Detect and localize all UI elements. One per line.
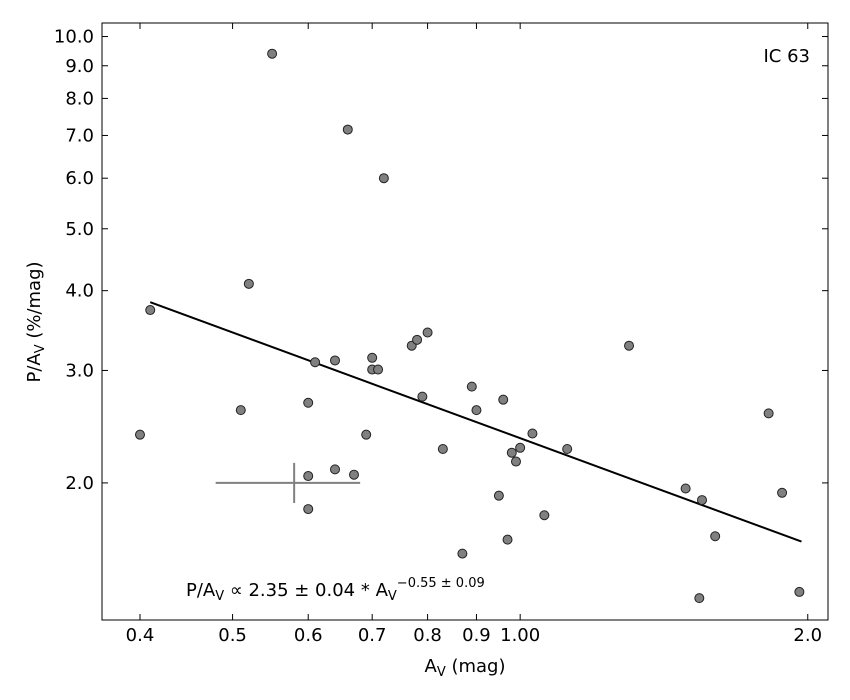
data-point [710, 531, 721, 542]
tick-marks [102, 23, 828, 620]
data-point [412, 334, 423, 345]
data-point [373, 364, 384, 375]
y-tick-label: 3.0 [65, 360, 94, 381]
x-tick-label: 0.7 [358, 625, 387, 646]
plot-frame [101, 22, 829, 621]
fit-line [149, 301, 802, 543]
data-point [510, 456, 521, 467]
fit-line-group [149, 301, 802, 543]
data-point [527, 428, 538, 439]
data-point [134, 429, 145, 440]
data-point [145, 305, 156, 316]
data-point [498, 394, 509, 405]
x-tick-label: 0.5 [218, 625, 247, 646]
data-point [794, 586, 805, 597]
y-tick-label: 6.0 [65, 168, 94, 189]
data-point [471, 405, 482, 416]
data-point [539, 510, 550, 521]
x-tick-label: 0.9 [462, 625, 491, 646]
data-point [417, 391, 428, 402]
y-axis-label: P/AV (%/mag) [24, 261, 48, 382]
data-point [303, 471, 314, 482]
data-point [367, 352, 378, 363]
data-point [777, 487, 788, 498]
data-point [243, 278, 254, 289]
fit-equation-label: P/AV ∝ 2.35 ± 0.04 * AV−0.55 ± 0.09 [186, 576, 485, 604]
data-point [329, 355, 340, 366]
data-point [506, 447, 517, 458]
data-point [235, 405, 246, 416]
data-point [422, 327, 433, 338]
x-tick-label: 2.0 [793, 625, 822, 646]
y-tick-label: 4.0 [65, 281, 94, 302]
data-point [697, 495, 708, 506]
data-points [134, 48, 805, 604]
data-point [303, 397, 314, 408]
data-point [437, 444, 448, 455]
y-tick-label: 7.0 [65, 125, 94, 146]
data-point [680, 483, 691, 494]
x-tick-label: 1.00 [500, 625, 540, 646]
data-point [361, 429, 372, 440]
y-tick-labels: 2.0 3.0 4.0 5.0 6.0 7.0 8.0 9.0 10.0 [54, 27, 94, 494]
x-tick-label: 0.6 [294, 625, 323, 646]
data-point [562, 444, 573, 455]
x-tick-label: 0.4 [126, 625, 155, 646]
data-point [515, 442, 526, 453]
data-point [303, 504, 314, 515]
y-tick-label: 9.0 [65, 56, 94, 77]
data-point [502, 534, 513, 545]
data-point [329, 464, 340, 475]
region-annotation: IC 63 [763, 46, 810, 67]
data-point [310, 357, 321, 368]
y-tick-label: 5.0 [65, 219, 94, 240]
data-point [457, 548, 468, 559]
data-point [466, 381, 477, 392]
data-point [378, 173, 389, 184]
y-tick-label: 10.0 [54, 27, 94, 48]
x-tick-label: 0.8 [413, 625, 442, 646]
data-point [342, 124, 353, 135]
data-point [694, 593, 705, 604]
data-point [267, 48, 278, 59]
data-point [493, 490, 504, 501]
data-point [349, 469, 360, 480]
data-point [624, 340, 635, 351]
error-bar-group [215, 462, 361, 504]
x-axis-label: AV (mag) [425, 656, 506, 680]
data-point [763, 408, 774, 419]
y-tick-label: 8.0 [65, 88, 94, 109]
y-tick-label: 2.0 [65, 473, 94, 494]
x-tick-labels: 0.4 0.5 0.6 0.7 0.8 0.9 1.00 2.0 [126, 625, 822, 646]
